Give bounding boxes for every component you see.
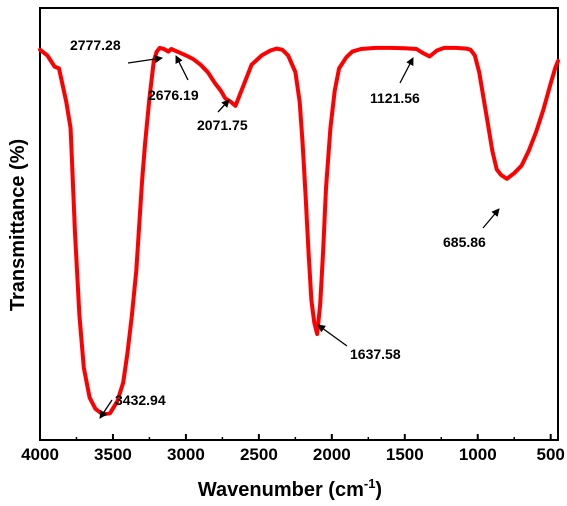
peak-label: 1637.58 [350, 346, 401, 362]
x-tick-label: 2500 [240, 445, 278, 464]
x-axis-title: Wavenumber (cm-1) [198, 476, 382, 501]
peak-annotations: 2777.28 2676.19 2071.75 1121.56 685.86 1637.5… [70, 37, 500, 419]
peak-arrow [482, 208, 500, 229]
x-tick-label: 500 [537, 445, 565, 464]
peak-arrow [399, 57, 414, 84]
x-tick-label: 3000 [167, 445, 205, 464]
x-tick-label: 4000 [21, 445, 59, 464]
peak-arrow [175, 55, 189, 81]
peak-arrow [99, 399, 113, 419]
peak-label: 685.86 [443, 234, 486, 250]
peak-label: 3432.94 [115, 392, 166, 408]
x-axis-title-main: Wavenumber (cm [198, 479, 364, 501]
transmittance-series-line [38, 45, 560, 417]
peak-arrow [317, 324, 348, 347]
x-tick-label: 1500 [386, 445, 424, 464]
peak-label: 2777.28 [70, 37, 121, 53]
x-tick-label: 3500 [94, 445, 132, 464]
x-tick-label: 1000 [459, 445, 497, 464]
y-axis-title: Transmittance (%) [7, 139, 29, 311]
x-axis-title-superscript: -1 [364, 476, 376, 491]
plot-frame [39, 7, 559, 441]
peak-label: 2071.75 [197, 117, 248, 133]
x-axis-ticks: 4000 3500 3000 2500 2000 1500 1000 500 [21, 434, 565, 464]
peak-label: 2676.19 [148, 87, 199, 103]
peak-arrow [127, 55, 163, 64]
peak-label: 1121.56 [370, 90, 420, 106]
peak-arrow [217, 99, 230, 113]
x-axis-title-tail: ) [375, 479, 382, 501]
x-tick-label: 2000 [313, 445, 351, 464]
